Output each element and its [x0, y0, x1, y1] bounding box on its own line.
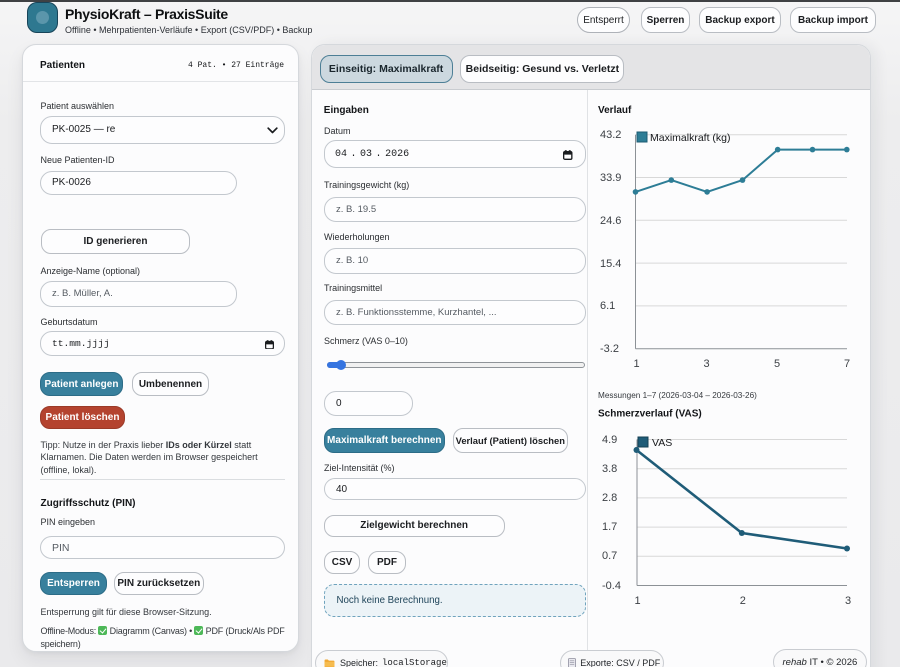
- svg-text:-3.2: -3.2: [600, 343, 619, 355]
- svg-text:1.7: 1.7: [602, 521, 617, 533]
- svg-text:1: 1: [634, 595, 640, 607]
- svg-text:-0.4: -0.4: [602, 580, 621, 592]
- svg-text:0.7: 0.7: [602, 550, 617, 562]
- svg-text:3: 3: [703, 358, 709, 370]
- svg-text:5: 5: [774, 358, 780, 370]
- svg-text:43.2: 43.2: [600, 129, 621, 141]
- svg-text:2: 2: [740, 595, 746, 607]
- svg-text:7: 7: [844, 358, 850, 370]
- svg-text:15.4: 15.4: [600, 258, 621, 270]
- svg-text:3: 3: [845, 595, 851, 607]
- svg-text:1: 1: [633, 358, 639, 370]
- svg-text:2.8: 2.8: [602, 492, 617, 504]
- svg-text:Maximalkraft (kg): Maximalkraft (kg): [650, 132, 731, 144]
- svg-text:6.1: 6.1: [600, 300, 615, 312]
- svg-text:Messungen 1–7 (2026-03-04 – 20: Messungen 1–7 (2026-03-04 – 2026-03-26): [598, 391, 757, 400]
- svg-text:3.8: 3.8: [602, 463, 617, 475]
- svg-text:24.6: 24.6: [600, 215, 621, 227]
- svg-text:33.9: 33.9: [600, 172, 621, 184]
- svg-text:4.9: 4.9: [602, 434, 617, 446]
- svg-text:VAS: VAS: [652, 437, 672, 449]
- svg-text:Schmerzverlauf (VAS): Schmerzverlauf (VAS): [598, 409, 702, 420]
